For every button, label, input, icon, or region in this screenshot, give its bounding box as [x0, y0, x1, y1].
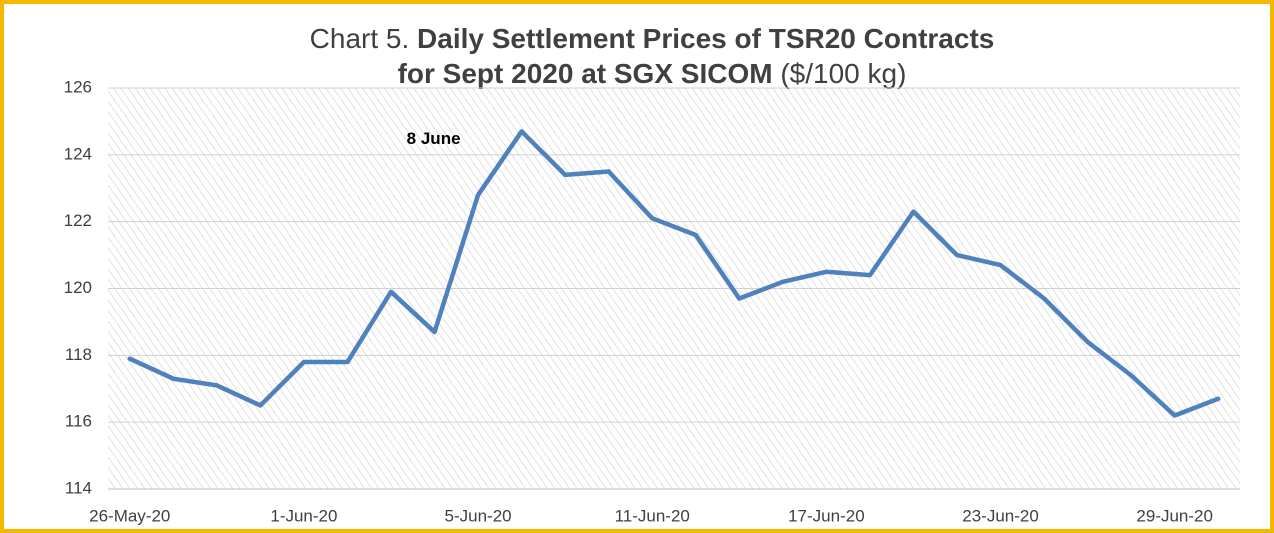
x-tick-label: 29-Jun-20	[1136, 506, 1213, 525]
annotation: 8 June	[407, 129, 461, 148]
y-tick-label: 122	[64, 211, 92, 230]
chart-title: for Sept 2020 at SGX SICOM ($/100 kg)	[398, 58, 907, 89]
y-tick-label: 118	[65, 345, 92, 364]
title-part: Daily Settlement Prices of TSR20 Contrac…	[417, 23, 994, 54]
x-tick-label: 1-Jun-20	[270, 506, 337, 525]
x-tick-label: 17-Jun-20	[788, 506, 865, 525]
title-part: ($/100 kg)	[780, 58, 906, 89]
title-part: Chart 5.	[310, 23, 410, 54]
x-tick-label: 11-Jun-20	[615, 506, 690, 525]
y-tick-label: 114	[65, 478, 92, 497]
x-tick-label: 23-Jun-20	[962, 506, 1039, 525]
title-part: for Sept 2020 at SGX SICOM	[398, 58, 773, 89]
y-tick-label: 116	[65, 412, 92, 431]
x-tick-label: 26-May-20	[89, 506, 170, 525]
line-series	[127, 129, 1221, 418]
y-tick-label: 124	[64, 144, 92, 163]
y-tick-label: 120	[64, 278, 92, 297]
chart-title: Chart 5. Daily Settlement Prices of TSR2…	[310, 23, 995, 54]
y-tick-label: 126	[64, 77, 92, 96]
x-tick-label: 5-Jun-20	[445, 506, 512, 525]
